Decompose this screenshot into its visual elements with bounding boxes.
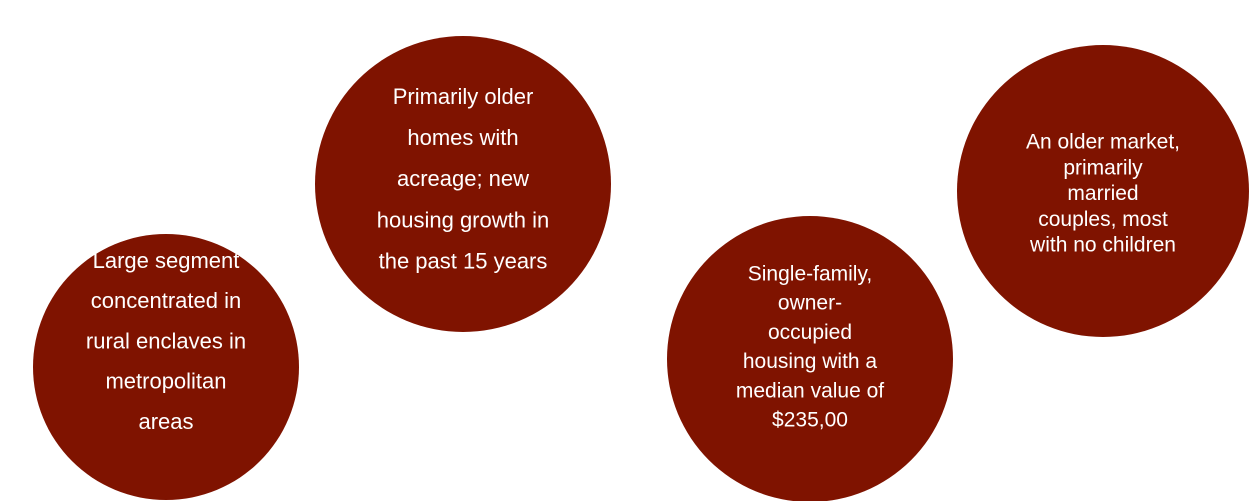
- bubble-text: the past 15 years: [379, 249, 548, 274]
- bubble-text: concentrated in: [91, 288, 241, 313]
- bubble-text: $235,00: [772, 409, 848, 432]
- bubble: [957, 45, 1249, 337]
- bubble-text: acreage; new: [397, 166, 529, 191]
- bubble-text: married: [1067, 182, 1138, 205]
- bubble-text: housing with a: [743, 350, 878, 373]
- bubble-text: metropolitan: [105, 369, 226, 394]
- bubble-text: rural enclaves in: [86, 328, 246, 353]
- bubble-text: housing growth in: [377, 207, 549, 232]
- bubble-text: with no children: [1029, 234, 1176, 257]
- bubble-text: occupied: [768, 321, 852, 344]
- bubble-text: owner-: [778, 292, 842, 315]
- bubble-text: Single-family,: [748, 263, 872, 286]
- bubble-text: Large segment: [93, 248, 240, 273]
- bubble-text: An older market,: [1026, 131, 1180, 154]
- bubble-text: Primarily older: [393, 84, 534, 109]
- bubble-text: homes with: [407, 125, 518, 150]
- bubble-text: areas: [138, 409, 193, 434]
- bubble: [33, 234, 299, 500]
- bubble: [315, 36, 611, 332]
- bubble: [667, 216, 953, 501]
- bubble-text: primarily: [1063, 156, 1143, 179]
- bubble-text: couples, most: [1038, 208, 1168, 231]
- bubble-text: median value of: [736, 379, 884, 402]
